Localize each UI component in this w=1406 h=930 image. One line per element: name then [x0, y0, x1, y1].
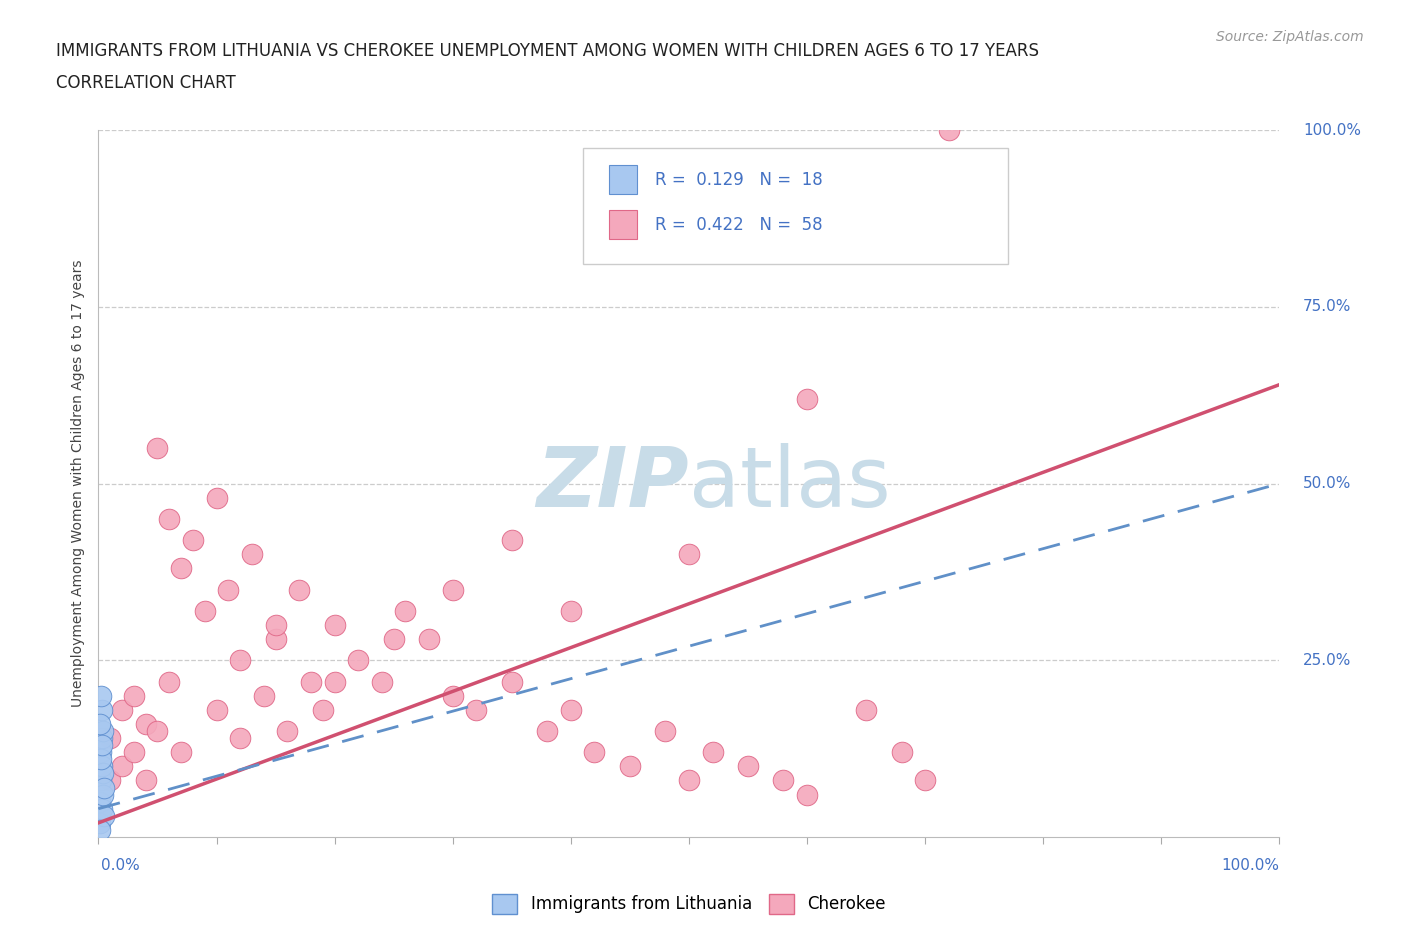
Point: [181, 533, 204, 548]
Point: [111, 702, 134, 717]
Point: [465, 702, 488, 717]
Point: [288, 582, 311, 597]
Point: [264, 618, 287, 632]
Point: [146, 724, 169, 738]
Point: [135, 716, 157, 731]
Point: [111, 759, 134, 774]
Point: [654, 724, 676, 738]
Text: R =  0.422   N =  58: R = 0.422 N = 58: [655, 216, 823, 233]
Point: [347, 653, 370, 668]
Point: [583, 745, 606, 760]
Point: [371, 674, 394, 689]
Point: [91, 787, 114, 802]
Point: [98, 731, 121, 746]
Point: [90, 751, 112, 766]
Point: [772, 773, 794, 788]
Point: [93, 780, 115, 795]
Point: [560, 604, 582, 618]
Point: [938, 123, 960, 138]
Point: [796, 392, 818, 406]
Point: [382, 631, 405, 646]
Point: [299, 674, 322, 689]
Point: [678, 547, 700, 562]
Point: [702, 745, 724, 760]
Point: [91, 724, 114, 738]
Point: [122, 745, 145, 760]
Point: [536, 724, 558, 738]
Text: 75.0%: 75.0%: [1303, 299, 1351, 314]
Point: [157, 512, 180, 526]
Point: [91, 702, 114, 717]
Point: [619, 759, 641, 774]
Point: [855, 702, 877, 717]
Point: [205, 490, 228, 505]
Point: [170, 745, 193, 760]
FancyBboxPatch shape: [582, 148, 1008, 264]
Point: [194, 604, 217, 618]
Point: [323, 618, 346, 632]
Text: R =  0.129   N =  18: R = 0.129 N = 18: [655, 170, 823, 189]
Point: [89, 816, 111, 830]
Point: [323, 674, 346, 689]
Point: [264, 631, 287, 646]
Text: ZIP: ZIP: [536, 443, 689, 525]
Point: [89, 822, 111, 837]
Text: CORRELATION CHART: CORRELATION CHART: [56, 74, 236, 92]
Text: Source: ZipAtlas.com: Source: ZipAtlas.com: [1216, 30, 1364, 44]
Point: [135, 773, 157, 788]
Text: 100.0%: 100.0%: [1222, 857, 1279, 872]
Text: 100.0%: 100.0%: [1303, 123, 1361, 138]
Point: [276, 724, 298, 738]
Point: [91, 731, 114, 746]
Text: 25.0%: 25.0%: [1303, 653, 1351, 668]
Point: [229, 731, 252, 746]
Point: [170, 561, 193, 576]
Point: [91, 766, 114, 781]
Point: [678, 773, 700, 788]
Point: [560, 702, 582, 717]
Point: [90, 745, 112, 760]
FancyBboxPatch shape: [609, 166, 637, 193]
Point: [890, 745, 912, 760]
Point: [229, 653, 252, 668]
Text: atlas: atlas: [689, 443, 890, 525]
Point: [312, 702, 335, 717]
Point: [253, 688, 276, 703]
Point: [441, 582, 464, 597]
Point: [205, 702, 228, 717]
Legend: Immigrants from Lithuania, Cherokee: Immigrants from Lithuania, Cherokee: [485, 887, 893, 921]
Point: [90, 688, 112, 703]
Point: [217, 582, 239, 597]
Point: [914, 773, 936, 788]
Point: [89, 794, 111, 809]
Point: [93, 808, 115, 823]
Point: [91, 759, 114, 774]
Point: [501, 533, 523, 548]
Text: IMMIGRANTS FROM LITHUANIA VS CHEROKEE UNEMPLOYMENT AMONG WOMEN WITH CHILDREN AGE: IMMIGRANTS FROM LITHUANIA VS CHEROKEE UN…: [56, 42, 1039, 60]
Point: [418, 631, 440, 646]
Point: [89, 716, 111, 731]
Point: [441, 688, 464, 703]
Text: 0.0%: 0.0%: [101, 857, 141, 872]
Point: [98, 773, 121, 788]
Point: [240, 547, 263, 562]
Point: [91, 802, 114, 817]
Point: [157, 674, 180, 689]
Point: [122, 688, 145, 703]
Point: [146, 441, 169, 456]
FancyBboxPatch shape: [609, 210, 637, 239]
Text: 50.0%: 50.0%: [1303, 476, 1351, 491]
Point: [394, 604, 416, 618]
Point: [91, 737, 114, 752]
Point: [90, 773, 112, 788]
Point: [796, 787, 818, 802]
Y-axis label: Unemployment Among Women with Children Ages 6 to 17 years: Unemployment Among Women with Children A…: [72, 259, 86, 708]
Point: [501, 674, 523, 689]
Point: [737, 759, 759, 774]
